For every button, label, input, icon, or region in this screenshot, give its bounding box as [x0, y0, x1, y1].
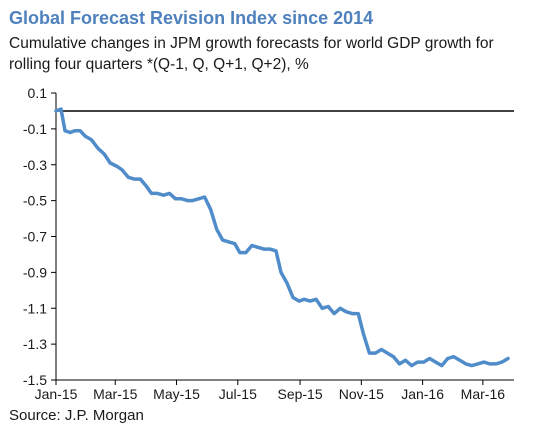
y-tick-label: -0.9 — [23, 264, 47, 280]
y-tick-label: 0.1 — [28, 85, 48, 101]
x-tick-label: Mar-16 — [461, 386, 506, 402]
y-tick-label: -0.1 — [23, 121, 47, 137]
chart-title: Global Forecast Revision Index since 201… — [9, 8, 374, 28]
x-tick-label: Nov-15 — [339, 386, 384, 402]
y-tick-label: -1.3 — [23, 336, 47, 352]
series-line — [54, 107, 510, 368]
y-tick-label: -1.1 — [23, 300, 47, 316]
x-tick-label: May-15 — [153, 386, 200, 402]
x-tick-label: Jan-15 — [35, 386, 78, 402]
x-tick-label: Sep-15 — [277, 386, 322, 402]
y-axis: 0.1 -0.1 -0.3 -0.5 -0.7 -0.9 -1.1 -1.3 -1.5 — [23, 85, 57, 388]
x-tick-label: Mar-15 — [93, 386, 138, 402]
x-axis: Jan-15 Mar-15 May-15 Jul-15 Sep-15 Nov-15 Jan-… — [35, 110, 514, 402]
x-tick-label: Jan-16 — [401, 386, 444, 402]
source-note: Source: J.P. Morgan — [9, 407, 144, 424]
chart-subtitle: Cumulative changes in JPM growth forecas… — [9, 35, 494, 73]
y-tick-label: -0.5 — [23, 193, 47, 209]
series-group — [54, 107, 510, 368]
y-tick-label: -1.5 — [23, 372, 47, 388]
y-tick-label: -0.7 — [23, 229, 47, 245]
y-tick-label: -0.3 — [23, 157, 47, 173]
x-tick-label: Jul-15 — [219, 386, 257, 402]
